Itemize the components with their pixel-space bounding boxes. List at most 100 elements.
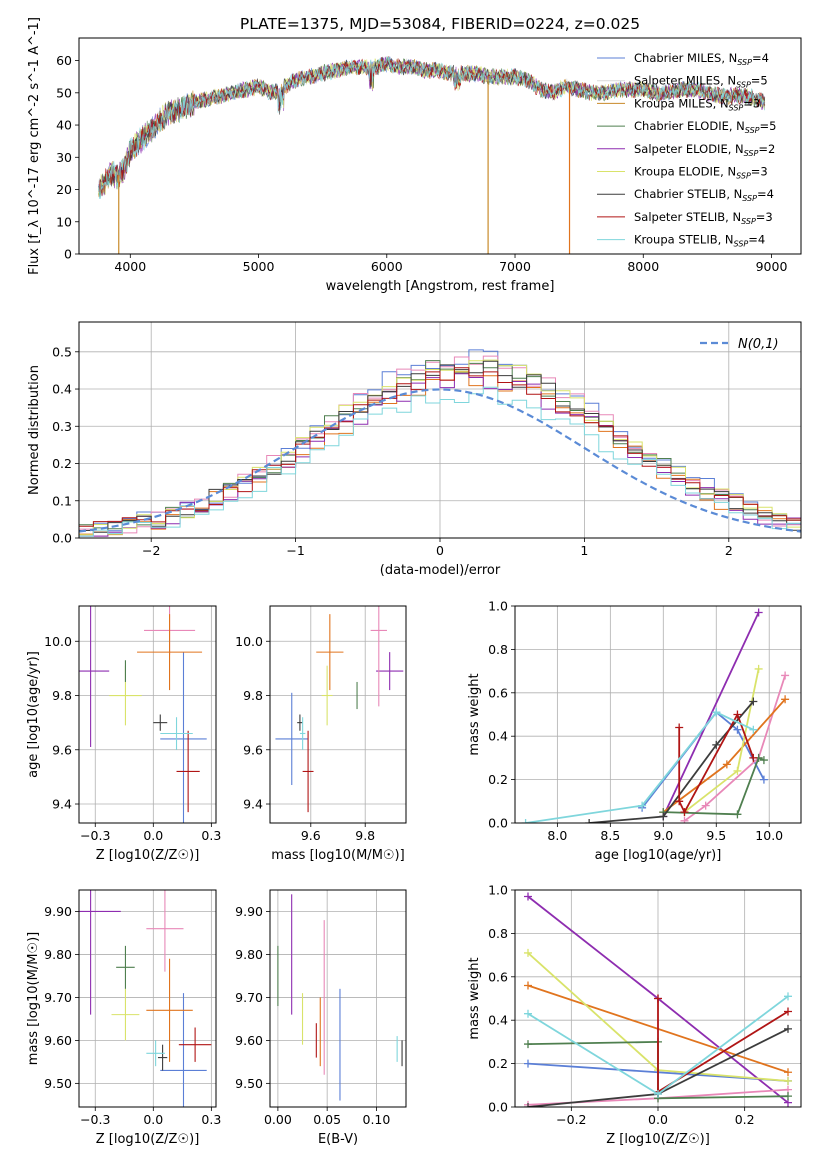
age-mass-grid xyxy=(270,606,406,823)
mw-z-ytick-label-3: 0.6 xyxy=(488,969,508,984)
mw-age-ylabel: mass weight xyxy=(467,673,482,755)
legend-label-0: Chabrier MILES, NSSP=4 xyxy=(634,51,769,67)
age-z-xlabel: Z [log10(Z/Z☉)] xyxy=(96,848,200,863)
mass-ebv-xtick-label-2: 0.10 xyxy=(363,1112,391,1127)
mw-z-marker-8-0 xyxy=(524,1009,532,1018)
mw-age-marker-6-1 xyxy=(659,812,668,821)
mw-age-xlabel: age [log10(age/yr)] xyxy=(595,848,722,863)
age-z-ytick-label-0: 9.4 xyxy=(52,797,72,812)
mw-z-ytick-label-1: 0.2 xyxy=(488,1056,508,1071)
age-mass-frame xyxy=(269,605,407,824)
mw-z-ytick-label-0: 0.0 xyxy=(488,1100,508,1115)
mw-age-marker-5-1 xyxy=(733,810,742,819)
legend-sub: SSP xyxy=(736,172,751,181)
mass-z-point-6 xyxy=(157,1044,168,1071)
mw-z-marker-8-1 xyxy=(654,1089,662,1098)
legend-text: Kroupa ELODIE, N xyxy=(634,165,736,179)
spectrum-xtick-label-2: 6000 xyxy=(371,259,403,274)
legend-label-4: Salpeter ELODIE, NSSP=2 xyxy=(634,142,775,158)
mw-age-marker-7-2 xyxy=(680,808,689,817)
mw-z-xtick-label-0: −0.2 xyxy=(556,1112,586,1127)
mw-z-marker-7-0 xyxy=(654,994,662,1003)
mass-z-xtick-label-2: 0.3 xyxy=(201,1112,221,1127)
legend-val: =3 xyxy=(756,210,773,224)
residuals-ytick-label-1: 0.1 xyxy=(52,493,72,508)
legend-label-3: Chabrier ELODIE, NSSP=5 xyxy=(634,119,776,135)
age-z-point-6 xyxy=(153,714,168,731)
mass-ebv-xtick-label-0: 0.00 xyxy=(264,1112,292,1127)
spectrum-xtick-label-0: 4000 xyxy=(114,259,146,274)
legend-sub: SSP xyxy=(737,58,752,67)
residuals-xtick-label-4: 2 xyxy=(725,543,733,558)
residuals-ytick-label-2: 0.2 xyxy=(52,456,72,471)
age-mass-point-2 xyxy=(370,606,387,707)
age-z-point-3 xyxy=(137,614,203,691)
legend-val: =3 xyxy=(751,165,768,179)
legend-text: Chabrier MILES, N xyxy=(634,51,737,65)
age-mass-xtick-label-1: 9.8 xyxy=(355,828,375,843)
mw-age-ytick-label-5: 1.0 xyxy=(488,599,508,614)
mw-age-series-5 xyxy=(663,756,765,816)
spectrum-plot-area xyxy=(98,56,766,254)
residuals-ytick-label-0: 0.0 xyxy=(52,531,72,546)
spectrum-xtick-label-4: 8000 xyxy=(627,259,659,274)
age-z-frame xyxy=(78,605,217,824)
spectrum-xtick-label-3: 7000 xyxy=(499,259,531,274)
spectrum-xtick-label-1: 5000 xyxy=(243,259,275,274)
age-mass-point-6 xyxy=(297,714,303,731)
figure-title: PLATE=1375, MJD=53084, FIBERID=0224, z=0… xyxy=(240,15,640,33)
plots-layer: 4000 5000 6000 7000 8000 90000102030405060wav… xyxy=(26,17,802,1147)
legend-label-7: Salpeter STELIB, NSSP=3 xyxy=(634,210,773,226)
age-mass-xlabel: mass [log10(M/M☉)] xyxy=(271,848,404,863)
mw-age-marker-7-1 xyxy=(675,797,684,806)
mw-z-marker-3-1 xyxy=(784,1068,792,1077)
mw-z-ytick-label-4: 0.8 xyxy=(488,926,508,941)
mw-z-marker-6-0 xyxy=(524,1103,532,1107)
mass-z-point-7 xyxy=(178,1027,212,1062)
mw-z-marker-5-3 xyxy=(784,1092,792,1101)
age-mass-plot-area xyxy=(275,606,404,813)
legend-sub: SSP xyxy=(734,240,749,249)
mass-z-grid xyxy=(79,890,216,1107)
spectrum-frame xyxy=(78,37,802,255)
hist-krou_stelib xyxy=(79,386,801,537)
mw-z-marker-4-2 xyxy=(784,1076,792,1085)
legend-text: Salpeter ELODIE, N xyxy=(634,142,744,156)
age-mass-axes: 9.6 9.8 9.4 9.6 9.8 10.0 mass [log10(M/M☉)] xyxy=(235,605,407,863)
mw-age-marker-7-3 xyxy=(733,710,742,719)
legend-text: Salpeter MILES, N xyxy=(634,74,736,88)
spectrum-xlabel: wavelength [Angstrom, rest frame] xyxy=(326,279,555,294)
mass-z-xtick-label-1: 0.0 xyxy=(143,1112,163,1127)
mass-ebv-plot-area xyxy=(277,894,403,1101)
mass-ebv-ytick-label-3: 9.80 xyxy=(235,947,263,962)
mw-age-marker-4-2 xyxy=(754,664,763,673)
legend-val: =4 xyxy=(757,187,774,201)
age-z-point-7 xyxy=(176,730,200,813)
age-z-xtick-label-2: 0.3 xyxy=(201,828,221,843)
age-z-ytick-label-2: 9.8 xyxy=(52,688,72,703)
mw-age-xtick-label-3: 9.5 xyxy=(706,828,726,843)
spectrum-line-krou_stelib xyxy=(98,56,765,199)
legend-sub: SSP xyxy=(744,149,759,158)
legend-sub: SSP xyxy=(729,103,744,112)
mass-z-point-4 xyxy=(111,988,140,1041)
hist-chab_stelib xyxy=(79,360,801,533)
legend-text: Kroupa MILES, N xyxy=(634,96,729,110)
legend-text: Chabrier STELIB, N xyxy=(634,187,742,201)
mw-age-ytick-label-0: 0.0 xyxy=(488,816,508,831)
age-mass-ytick-label-0: 9.4 xyxy=(243,797,263,812)
residuals-axes: −2 −1 0 1 2 0.0 0.1 0.2 0.3 0.4 0.5 (data-model)/er… xyxy=(27,321,802,578)
mass-z-ytick-label-4: 9.90 xyxy=(44,904,72,919)
mw-age-marker-6-2 xyxy=(712,740,721,749)
legend-gaussian-label: N(0,1) xyxy=(738,337,779,352)
mass-ebv-ytick-label-1: 9.60 xyxy=(235,1033,263,1048)
age-mass-point-3 xyxy=(316,614,344,691)
mw-z-marker-6-2 xyxy=(784,1024,792,1033)
age-z-point-1 xyxy=(79,606,110,748)
mw-age-xtick-label-4: 10.0 xyxy=(755,828,783,843)
legend-sub: SSP xyxy=(736,81,751,90)
mass-z-ytick-label-2: 9.70 xyxy=(44,990,72,1005)
residuals-xlabel: (data-model)/error xyxy=(380,563,501,578)
